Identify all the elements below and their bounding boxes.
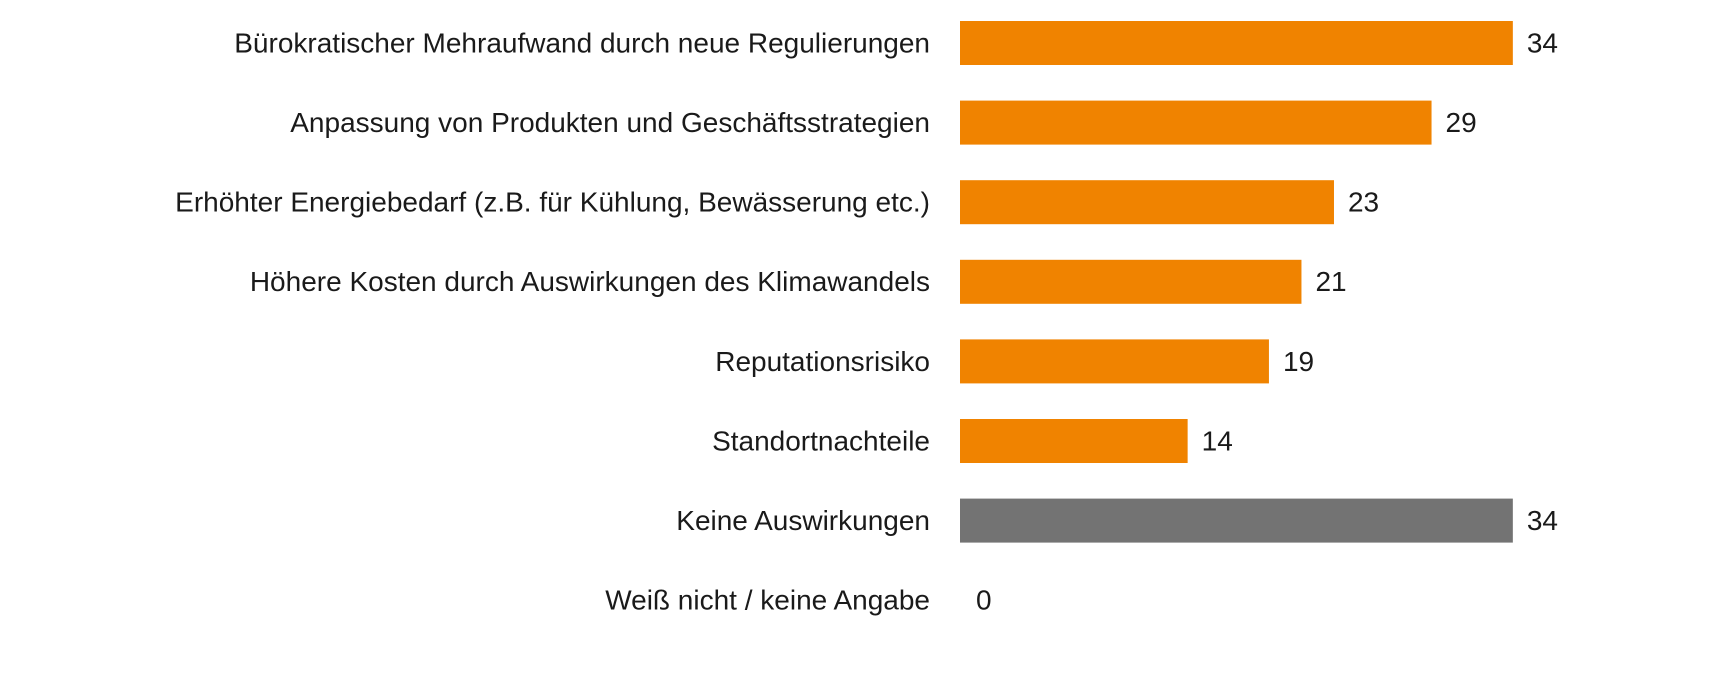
category-label: Weiß nicht / keine Angabe — [605, 585, 930, 616]
value-label: 21 — [1315, 266, 1346, 297]
value-label: 29 — [1446, 107, 1477, 138]
bar — [960, 100, 1432, 145]
bar — [960, 339, 1269, 384]
category-label: Standortnachteile — [712, 425, 930, 456]
bar — [960, 498, 1513, 543]
category-label: Keine Auswirkungen — [676, 505, 930, 536]
bar — [960, 259, 1302, 304]
category-label: Höhere Kosten durch Auswirkungen des Kli… — [250, 266, 930, 297]
bar — [960, 21, 1513, 65]
category-label: Anpassung von Produkten und Geschäftsstr… — [290, 107, 930, 138]
bar — [960, 419, 1188, 463]
value-label: 19 — [1283, 346, 1314, 377]
value-label: 14 — [1202, 425, 1233, 456]
value-label: 0 — [976, 585, 992, 616]
value-label: 34 — [1527, 505, 1558, 536]
bar — [960, 180, 1334, 225]
value-label: 34 — [1527, 27, 1558, 58]
category-label: Erhöhter Energiebedarf (z.B. für Kühlung… — [175, 187, 930, 218]
category-label: Reputationsrisiko — [715, 346, 930, 377]
value-label: 23 — [1348, 187, 1379, 218]
category-label: Bürokratischer Mehraufwand durch neue Re… — [234, 27, 930, 58]
